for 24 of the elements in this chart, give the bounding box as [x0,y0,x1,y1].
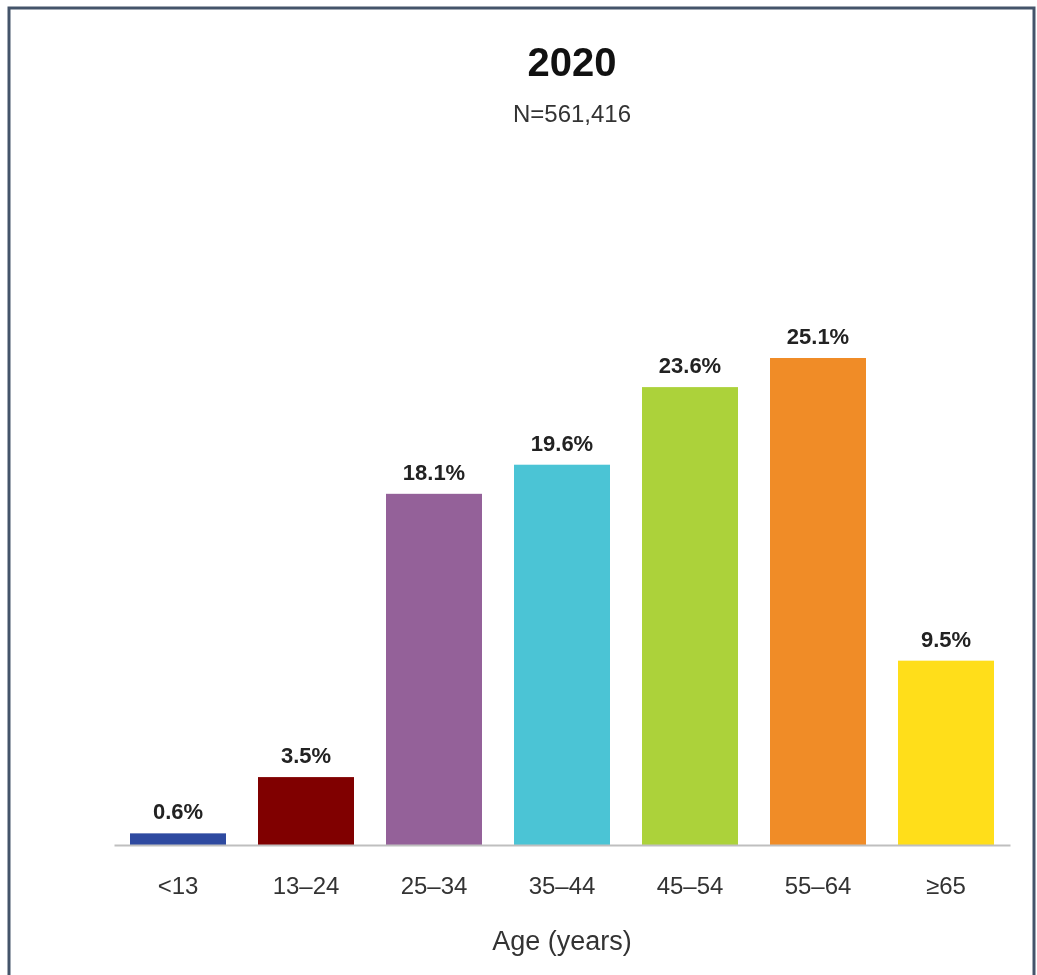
bar [258,777,354,845]
x-tick-label: 25–34 [400,872,468,900]
bar [386,493,482,845]
chart-subtitle: N=561,416 [512,100,632,127]
data-label: 3.5% [280,743,332,769]
x-tick-label: <13 [157,872,199,900]
data-label: 0.6% [152,799,204,825]
x-tick-label: 55–64 [784,872,852,900]
data-label: 19.6% [530,430,594,456]
data-label: 23.6% [658,353,722,379]
bar [514,464,610,845]
bar [642,387,738,845]
bar [130,833,226,845]
x-tick-label: 35–44 [528,872,596,900]
x-tick-label: 13–24 [272,872,340,900]
x-tick-label: ≥65 [926,872,966,900]
data-label: 9.5% [920,626,972,652]
chart-title: 2020 [527,40,617,84]
data-label: 18.1% [402,459,466,485]
x-tick-label: 45–54 [656,872,724,900]
bar [898,660,994,845]
data-label: 25.1% [786,324,850,349]
bar [770,358,866,845]
x-axis-title: Age (years) [492,926,632,956]
